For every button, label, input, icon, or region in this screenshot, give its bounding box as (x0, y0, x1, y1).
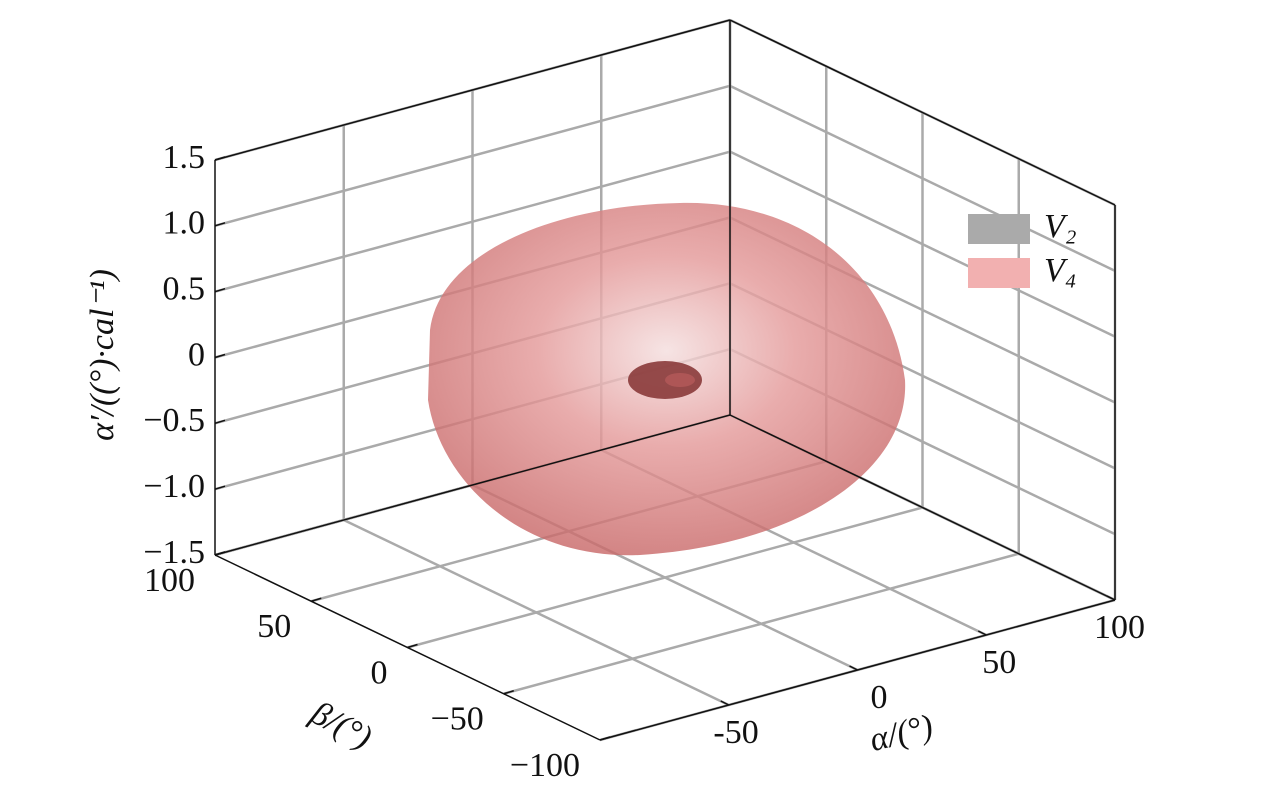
x-tick (849, 665, 858, 671)
legend-swatch (968, 258, 1030, 288)
x-tick-label: 100 (1094, 609, 1145, 646)
z-tick (214, 156, 226, 161)
box-edge (729, 19, 1116, 206)
box-edge (729, 414, 1116, 601)
z-tick (214, 287, 226, 293)
y-tick (503, 690, 514, 695)
z-tick-label: −1.0 (143, 468, 205, 505)
x-tick-label: -50 (713, 714, 758, 751)
legend-label: V₂ (1044, 208, 1077, 245)
y-tick-label: −100 (510, 747, 580, 784)
grid-line (729, 84, 1116, 272)
legend-label: V₄ (1044, 252, 1077, 289)
grid-line (729, 150, 1116, 338)
y-tick (311, 597, 322, 602)
grid-line (214, 84, 731, 228)
z-tick-label: −1.5 (143, 534, 205, 571)
y-tick-label: 0 (371, 654, 388, 691)
y-tick (214, 551, 226, 556)
y-tick-label: 100 (144, 562, 195, 599)
z-tick (214, 485, 226, 490)
y-tick-label: −50 (431, 701, 484, 738)
y-axis-label: β/(°) (304, 694, 378, 757)
z-tick (214, 353, 226, 359)
z-tick-label: 1.5 (163, 139, 206, 176)
y-tick (407, 643, 418, 649)
x-tick (720, 700, 730, 706)
grid-line (407, 506, 923, 649)
x-tick-label: 0 (871, 679, 888, 716)
z-axis-label: α′/((°)·cal⁻¹) (84, 269, 121, 441)
y-tick (599, 736, 611, 741)
grid-line (503, 552, 1020, 695)
box-edge (214, 19, 731, 161)
z-tick-label: 0 (188, 336, 205, 373)
x-tick-label: 50 (982, 644, 1016, 681)
box-edge (214, 414, 731, 556)
z-tick-label: 1.0 (163, 205, 206, 242)
z-tick (214, 222, 226, 227)
x-tick (977, 630, 987, 636)
x-tick (1106, 595, 1116, 601)
z-tick-label: 0.5 (163, 270, 206, 307)
z-tick (214, 419, 226, 425)
y-tick-label: 50 (257, 608, 291, 645)
grid-line (214, 150, 731, 293)
surface-v2-hole (665, 373, 695, 387)
z-tick-label: −0.5 (143, 402, 205, 439)
legend-swatch (968, 214, 1030, 244)
